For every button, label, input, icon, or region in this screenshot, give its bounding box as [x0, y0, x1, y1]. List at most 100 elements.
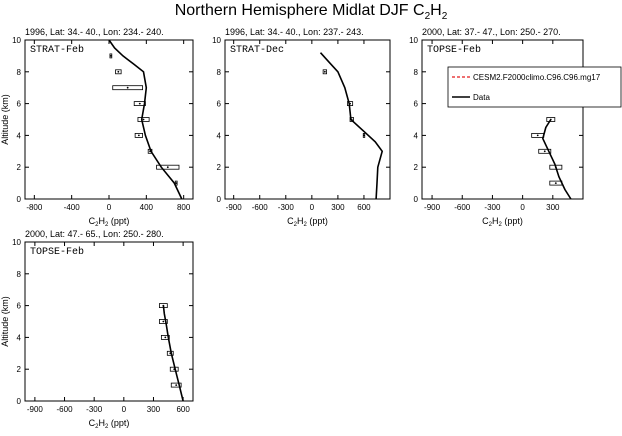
x-axis-title: C2H2 (ppt): [482, 216, 523, 228]
legend: CESM2.F2000climo.C96.C96.mg17 Data: [447, 66, 622, 108]
obs-point: [138, 102, 141, 105]
model-profile-line: [162, 305, 184, 402]
y-tick-label: 10: [12, 36, 21, 45]
obs-range-box: [158, 319, 168, 324]
obs-range-box: [156, 164, 180, 170]
obs-range-box: [109, 53, 113, 59]
x-tick-label: -800: [26, 203, 43, 212]
panel-tag: STRAT-Feb: [30, 44, 84, 56]
y-tick-label: 6: [414, 100, 419, 109]
model-profile-line: [541, 119, 572, 200]
y-tick-label: 2: [17, 365, 22, 374]
obs-range-box: [137, 117, 150, 122]
panels-group: 1996, Lat: 34.- 40., Lon: 234.- 240. STRA…: [0, 27, 584, 430]
figure-title-mid: H: [430, 2, 442, 19]
obs-point: [164, 336, 167, 339]
plot-frame: [24, 241, 194, 402]
y-axis-title: Altitude (km): [0, 94, 10, 145]
obs-point: [536, 134, 539, 137]
model-profile-line: [108, 39, 183, 200]
y-tick-label: 8: [17, 68, 22, 77]
figure-title: Northern Hemisphere Midlat DJF C2H2: [0, 2, 622, 22]
obs-range-box: [349, 117, 354, 122]
y-tick-label: 2: [414, 163, 419, 172]
panel-tag: STRAT-Dec: [230, 45, 284, 56]
y-tick-label: 0: [414, 195, 419, 204]
x-tick-label: 600: [357, 203, 371, 212]
obs-point: [175, 182, 178, 185]
panel-header: 1996, Lat: 34.- 40., Lon: 234.- 240.: [25, 27, 164, 37]
y-axis-title: Altitude (km): [0, 296, 10, 347]
y-tick-label: 0: [217, 195, 222, 204]
x-tick-label: 0: [310, 203, 315, 212]
x-axis-title: C2H2 (ppt): [89, 216, 130, 228]
legend-label-2: Data: [473, 93, 490, 102]
x-tick-label: 0: [520, 203, 525, 212]
obs-range-box: [174, 180, 178, 186]
x-tick-label: -900: [27, 405, 44, 414]
x-tick-label: -400: [64, 203, 81, 212]
x-tick-label: 800: [177, 203, 191, 212]
x-tick-label: 300: [331, 203, 345, 212]
x-tick-label: -300: [86, 405, 103, 414]
y-tick-label: 10: [212, 36, 221, 45]
x-axis-title: C2H2 (ppt): [287, 216, 328, 228]
obs-point: [363, 134, 365, 137]
y-tick-label: 6: [217, 100, 222, 109]
obs-range-box: [112, 85, 143, 91]
plot-frame: [421, 39, 584, 200]
model-profile-line: [319, 52, 384, 200]
x-tick-label: -900: [226, 203, 243, 212]
figure-title-sub1: 2: [424, 11, 431, 23]
figure-title-main: Northern Hemisphere Midlat DJF C: [174, 2, 425, 19]
panel-header: 2000, Lat: 47.- 65., Lon: 250.- 280.: [25, 229, 164, 239]
legend-box: [447, 66, 622, 108]
obs-point: [137, 134, 140, 137]
panel-header: 1996, Lat: 34.- 40., Lon: 237.- 243.: [225, 27, 364, 37]
chart-panel-3: 2000, Lat: 37.- 47., Lon: 250.- 270. TOPS…: [409, 27, 584, 228]
obs-point: [323, 70, 326, 73]
plot-frame: [224, 39, 391, 200]
x-tick-label: 0: [107, 203, 112, 212]
x-tick-label: 600: [176, 405, 190, 414]
obs-range-box: [322, 69, 328, 75]
obs-point: [117, 70, 120, 73]
legend-label-1: CESM2.F2000climo.C96.C96.mg17: [473, 73, 601, 82]
y-tick-label: 8: [217, 68, 222, 77]
y-tick-label: 6: [17, 100, 22, 109]
chart-panel-1: 1996, Lat: 34.- 40., Lon: 234.- 240. STRA…: [0, 27, 194, 228]
y-tick-label: 0: [17, 397, 22, 406]
y-tick-label: 0: [17, 195, 22, 204]
obs-range-box: [115, 69, 122, 75]
y-tick-label: 8: [17, 270, 22, 279]
obs-range-box: [170, 382, 182, 388]
x-tick-label: -600: [57, 405, 74, 414]
x-tick-label: 400: [140, 203, 154, 212]
obs-range-box: [538, 148, 552, 154]
x-axis-title: C2H2 (ppt): [89, 418, 130, 430]
chart-panel-4: 2000, Lat: 47.- 65., Lon: 250.- 280. TOPS…: [0, 229, 194, 430]
figure-title-sub2: 2: [441, 11, 448, 23]
obs-point: [126, 86, 129, 89]
obs-range-box: [133, 101, 146, 106]
chart-panel-2: 1996, Lat: 34.- 40., Lon: 237.- 243. STRA…: [212, 27, 391, 228]
x-tick-label: 0: [122, 405, 127, 414]
x-tick-label: 300: [546, 203, 560, 212]
obs-point: [543, 150, 546, 153]
obs-range-box: [546, 117, 556, 122]
obs-point: [554, 182, 557, 185]
obs-point: [175, 384, 178, 386]
y-tick-label: 2: [17, 163, 22, 172]
x-tick-label: -600: [252, 203, 269, 212]
y-tick-label: 2: [217, 163, 222, 172]
x-tick-label: -300: [278, 203, 295, 212]
y-tick-label: 8: [414, 68, 419, 77]
y-tick-label: 10: [409, 36, 418, 45]
x-tick-label: -900: [424, 203, 441, 212]
x-tick-label: 300: [147, 405, 161, 414]
panel-tag: TOPSE-Feb: [427, 44, 481, 56]
obs-range-box: [160, 334, 170, 340]
obs-point: [166, 166, 169, 169]
obs-point: [162, 320, 165, 323]
